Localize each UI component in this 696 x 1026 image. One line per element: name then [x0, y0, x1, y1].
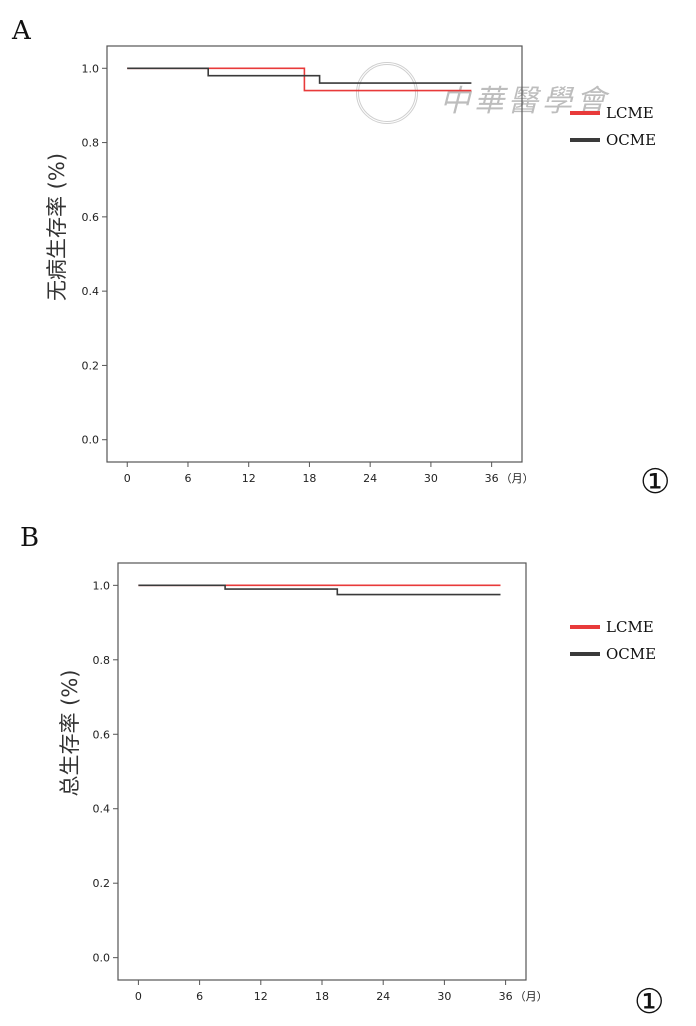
x-tick-label: 30 [424, 472, 438, 485]
y-axis-label: 无病生存率 (%) [45, 153, 69, 301]
series-line-ocme [138, 584, 501, 596]
legend-label-ocme: OCME [606, 645, 656, 663]
x-tick-label: 18 [302, 472, 316, 485]
y-tick-label: 0.6 [93, 728, 111, 741]
y-tick-label: 0.2 [93, 877, 111, 890]
x-tick-label: 30 [437, 990, 451, 1003]
legend-label-lcme: LCME [606, 618, 654, 636]
y-tick-label: 0.6 [82, 211, 100, 224]
x-tick-label: 0 [135, 990, 142, 1003]
figure-number-b: ① [634, 982, 665, 1022]
y-tick-label: 0.0 [93, 952, 111, 965]
y-tick-label: 1.0 [93, 579, 111, 592]
panel-b-label: B [20, 523, 40, 553]
panel-a-label: A [12, 16, 31, 46]
x-tick-label: 24 [363, 472, 377, 485]
x-tick-label: 6 [196, 990, 203, 1003]
legend-label-ocme: OCME [606, 131, 656, 149]
chart-a: 0.0 0.2 0.4 0.6 0.8 1.0 0 6 12 18 24 30 36 （月） 无病生存率 (… [45, 45, 656, 485]
y-tick-label: 0.4 [82, 285, 100, 298]
y-tick-label: 1.0 [82, 62, 100, 75]
x-tick-label: 36 [485, 472, 499, 485]
watermark-seal-icon [356, 62, 418, 124]
y-tick-label: 0.4 [93, 803, 111, 816]
plot-frame [117, 562, 527, 981]
x-tick-label: 12 [254, 990, 268, 1003]
x-tick-label: 12 [242, 472, 256, 485]
y-tick-label: 0.0 [82, 434, 100, 447]
chart-b: 0.0 0.2 0.4 0.6 0.8 1.0 0 6 12 18 24 30 36 （月） 总生存率 (%… [58, 562, 656, 1003]
x-tick-label: 6 [184, 472, 191, 485]
y-tick-label: 0.8 [93, 654, 111, 667]
x-tick-label: 36 [499, 990, 513, 1003]
series-line-ocme [127, 67, 472, 84]
series-line-lcme [127, 67, 472, 92]
x-tick-label: 24 [376, 990, 390, 1003]
y-tick-label: 0.8 [82, 137, 100, 150]
figure-number-a: ① [640, 462, 671, 502]
plot-frame [106, 45, 523, 463]
y-axis-label: 总生存率 (%) [58, 669, 82, 796]
x-unit-label: （月） [501, 472, 534, 485]
y-tick-label: 0.2 [82, 359, 100, 372]
x-tick-label: 18 [315, 990, 329, 1003]
x-unit-label: （月） [515, 990, 548, 1003]
legend-label-lcme: LCME [606, 104, 654, 122]
x-tick-label: 0 [124, 472, 131, 485]
